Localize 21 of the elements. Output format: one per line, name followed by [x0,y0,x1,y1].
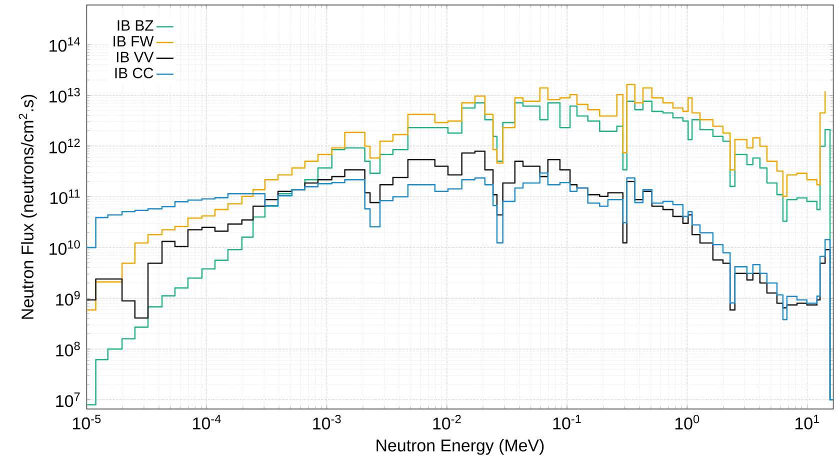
x-tick-label: 10$^{-5}$ [73,414,101,430]
x-axis-title: Neutron Energy (MeV) [376,439,544,455]
legend-label: IB CC [115,68,154,78]
x-tick-label: 10$^{0}$ [675,414,700,430]
y-axis-title: Neutron Flux (neutrons/cm$^{2}$.s) [18,94,37,319]
legend-label: IB BZ [118,20,154,31]
y-tick-label: 10$^{14}$ [50,37,80,52]
y-tick-label: 10$^{9}$ [56,290,80,306]
y-tick-label: 10$^{8}$ [56,342,80,356]
y-tick-label: 10$^{10}$ [50,240,80,255]
x-tick-label: 10$^{-2}$ [433,414,461,430]
x-tick-label: 10$^{-4}$ [193,414,221,430]
x-tick-label: 10$^{-3}$ [313,414,341,430]
legend-label: IB VV [116,52,154,62]
x-tick-label: 10$^{-1}$ [553,414,581,430]
y-tick-label: 10$^{13}$ [50,88,80,103]
y-tick-label: 10$^{11}$ [50,190,80,204]
x-tick-label: 10$^{1}$ [796,414,820,430]
y-tick-label: 10$^{12}$ [50,138,80,154]
y-tick-label: 10$^{7}$ [56,392,80,408]
legend-label: IB FW [114,36,154,46]
